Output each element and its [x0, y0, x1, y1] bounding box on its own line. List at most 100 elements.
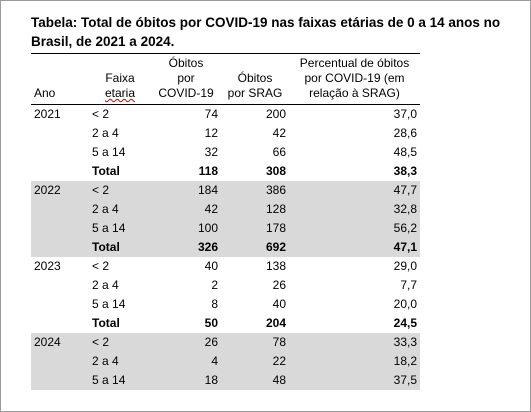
column-header: Ano	[31, 53, 89, 105]
column-header: Percentual de óbitos por COVID-19 (em rela…	[289, 53, 420, 105]
header-text: por SRAG	[227, 86, 283, 100]
number-cell: 7,7	[400, 278, 417, 292]
number-cell: 4	[151, 352, 221, 371]
header-text: por	[177, 71, 195, 85]
number-cell: 100	[151, 219, 221, 238]
number-cell: 118	[198, 164, 218, 178]
age-cell: 2 a 4	[92, 278, 119, 292]
year-cell: 2022	[31, 181, 89, 200]
data-row: 2 a 4 42 128 32,8	[31, 200, 420, 219]
data-row: 5 a 14 32 66 48,5	[31, 143, 420, 162]
number-cell: 200	[265, 107, 286, 121]
data-row: 2022 < 2 184 386 47,7	[31, 181, 420, 200]
number-cell: 47,7	[289, 181, 420, 200]
header-text: Óbitos	[237, 71, 273, 85]
year-cell	[31, 371, 89, 390]
number-cell: 37,0	[393, 107, 417, 121]
number-cell: 184	[151, 181, 221, 200]
number-cell: 12	[204, 126, 218, 140]
number-cell: 66	[272, 145, 286, 159]
header-text: Ano	[34, 86, 56, 100]
number-cell: 2	[211, 278, 218, 292]
year-cell	[31, 124, 89, 143]
year-cell	[31, 352, 89, 371]
age-cell: < 2	[89, 181, 151, 200]
header-text: Óbitos	[168, 56, 204, 70]
data-row: 2021 < 2 74 200 37,0	[31, 105, 420, 125]
number-cell: 37,5	[289, 371, 420, 390]
age-cell: Total	[92, 164, 120, 178]
year-cell	[31, 162, 89, 181]
total-row: Total 50 204 24,5	[31, 314, 420, 333]
table-title: Tabela: Total de óbitos por COVID-19 nas…	[31, 15, 501, 49]
number-cell: 386	[221, 181, 289, 200]
number-cell: 42	[272, 126, 286, 140]
age-cell: < 2	[92, 259, 110, 273]
number-cell: 29,0	[393, 259, 417, 273]
number-cell: 308	[265, 164, 286, 178]
number-cell: 33,3	[289, 333, 420, 352]
number-cell: 32	[204, 145, 218, 159]
number-cell: 18	[151, 371, 221, 390]
number-cell: 26	[151, 333, 221, 352]
total-row: Total 118 308 38,3	[31, 162, 420, 181]
number-cell: 40	[272, 297, 286, 311]
age-cell: 5 a 14	[89, 219, 151, 238]
number-cell: 204	[265, 316, 286, 330]
data-row: 5 a 14 8 40 20,0	[31, 295, 420, 314]
age-cell: 2 a 4	[89, 200, 151, 219]
number-cell: 42	[151, 200, 221, 219]
number-cell: 28,6	[393, 126, 417, 140]
number-cell: 138	[265, 259, 286, 273]
header-text: COVID-19	[158, 86, 214, 100]
data-row: 2024 < 2 26 78 33,3	[31, 333, 420, 352]
data-row: 5 a 14 100 178 56,2	[31, 219, 420, 238]
column-header: Óbitos por SRAG	[221, 53, 289, 105]
number-cell: 47,1	[289, 238, 420, 257]
number-cell: 128	[221, 200, 289, 219]
number-cell: 48	[221, 371, 289, 390]
column-header: Óbitos por COVID-19	[151, 53, 221, 105]
year-cell: 2024	[31, 333, 89, 352]
number-cell: 326	[151, 238, 221, 257]
data-row: 2023 < 2 40 138 29,0	[31, 257, 420, 276]
header-text: por COVID-19 (em	[304, 71, 405, 85]
age-cell: < 2	[92, 107, 110, 121]
year-cell	[31, 314, 89, 333]
data-row: 2 a 4 12 42 28,6	[31, 124, 420, 143]
age-cell: < 2	[89, 333, 151, 352]
year-cell: 2023	[34, 259, 61, 273]
age-cell: Total	[89, 238, 151, 257]
data-row: 2 a 4 2 26 7,7	[31, 276, 420, 295]
year-cell	[31, 295, 89, 314]
year-cell	[31, 219, 89, 238]
age-cell: Total	[92, 316, 120, 330]
number-cell: 178	[221, 219, 289, 238]
data-row: 2 a 4 4 22 18,2	[31, 352, 420, 371]
total-row: Total 326 692 47,1	[31, 238, 420, 257]
number-cell: 26	[272, 278, 286, 292]
number-cell: 48,5	[393, 145, 417, 159]
number-cell: 40	[204, 259, 218, 273]
table-body: 2021 < 2 74 200 37,0 2 a 4 12 42 28,6 5 a 14 32 66 4…	[31, 105, 420, 390]
age-cell: 2 a 4	[92, 126, 119, 140]
age-cell: 5 a 14	[92, 297, 126, 311]
data-row: 5 a 14 18 48 37,5	[31, 371, 420, 390]
number-cell: 78	[221, 333, 289, 352]
number-cell: 32,8	[289, 200, 420, 219]
year-cell	[31, 276, 89, 295]
number-cell: 50	[204, 316, 218, 330]
number-cell: 20,0	[393, 297, 417, 311]
header-text: Faixa	[105, 71, 135, 85]
age-cell: 2 a 4	[89, 352, 151, 371]
header-text: Percentual de óbitos	[299, 56, 410, 70]
year-cell	[31, 238, 89, 257]
number-cell: 22	[221, 352, 289, 371]
header-text: relação à SRAG)	[309, 86, 400, 100]
number-cell: 692	[221, 238, 289, 257]
age-cell: 5 a 14	[89, 371, 151, 390]
column-header: Faixa etaria	[89, 53, 151, 105]
year-cell	[31, 143, 89, 162]
header-text: etaria	[104, 86, 136, 100]
